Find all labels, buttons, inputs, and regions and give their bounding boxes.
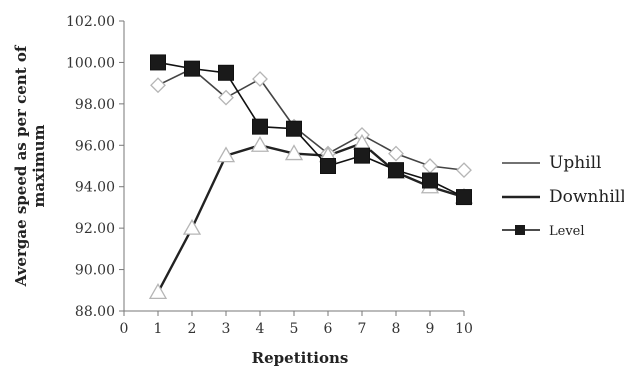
series-downhill xyxy=(156,142,465,293)
data-point-uphill xyxy=(388,145,404,162)
legend-label: Uphill xyxy=(549,153,601,173)
series-level xyxy=(157,61,465,198)
legend-item-uphill: Uphill xyxy=(502,153,601,173)
y-tick-label: 98.00 xyxy=(75,97,115,113)
data-point-downhill xyxy=(216,146,236,163)
data-point-uphill xyxy=(150,77,166,94)
legend-item-downhill: Downhill xyxy=(502,187,624,207)
data-point-level xyxy=(218,64,234,81)
legend-marker xyxy=(515,225,525,235)
series-layer xyxy=(148,54,474,300)
data-point-downhill xyxy=(284,144,304,161)
x-tick-label: 2 xyxy=(188,321,197,337)
legend: Uphill Downhill Level xyxy=(502,153,624,239)
y-axis-title-line: Avergae speed as per cent of xyxy=(12,44,30,287)
data-point-level xyxy=(354,147,370,164)
markers-uphill xyxy=(150,60,472,179)
data-point-uphill xyxy=(456,162,472,179)
data-point-level xyxy=(456,189,472,206)
data-point-downhill xyxy=(148,283,168,300)
axes: 88.00 90.00 92.00 94.00 96.00 98.00 100.00 102.… xyxy=(66,14,473,337)
x-tick-label: 8 xyxy=(392,321,401,337)
data-point-uphill xyxy=(422,158,438,174)
x-tick-label: 0 xyxy=(120,321,129,337)
legend-label: Downhill xyxy=(549,187,624,207)
x-tick-label: 5 xyxy=(290,321,299,337)
data-point-level xyxy=(320,158,336,174)
legend-label: Level xyxy=(549,224,585,239)
y-tick-label: 100.00 xyxy=(66,55,115,71)
legend-item-level: Level xyxy=(502,224,585,239)
x-tick-label: 6 xyxy=(324,321,333,337)
y-tick-label: 102.00 xyxy=(66,14,115,30)
data-point-level xyxy=(286,120,302,137)
x-tick-label: 4 xyxy=(256,321,265,337)
y-axis-title-line: maximum xyxy=(30,124,48,207)
y-tick-label: 88.00 xyxy=(75,304,115,320)
x-tick-label: 1 xyxy=(154,321,163,337)
x-tick-label: 3 xyxy=(222,321,231,337)
y-tick-label: 96.00 xyxy=(75,138,115,154)
data-point-level xyxy=(150,54,166,71)
y-tick-label: 90.00 xyxy=(75,263,115,279)
data-point-downhill xyxy=(182,218,202,235)
series-uphill xyxy=(157,67,465,171)
data-point-downhill xyxy=(250,135,270,152)
x-tick-label: 7 xyxy=(358,321,367,337)
x-tick-label: 10 xyxy=(455,321,473,337)
series-line-uphill xyxy=(157,67,465,171)
data-point-level xyxy=(422,172,438,189)
data-point-uphill xyxy=(252,71,268,87)
x-tick-label: 9 xyxy=(426,321,435,337)
data-point-uphill xyxy=(218,89,234,106)
x-axis-title: Repetitions xyxy=(252,349,349,367)
series-line-downhill xyxy=(156,142,465,293)
data-point-level xyxy=(252,118,268,135)
series-line-level xyxy=(157,61,465,198)
y-axis-title: Avergae speed as per cent ofmaximum xyxy=(12,44,48,287)
data-point-level xyxy=(388,162,404,179)
y-tick-label: 92.00 xyxy=(75,221,115,237)
data-point-level xyxy=(184,60,200,77)
markers-level xyxy=(150,54,472,206)
y-tick-label: 94.00 xyxy=(75,180,115,196)
